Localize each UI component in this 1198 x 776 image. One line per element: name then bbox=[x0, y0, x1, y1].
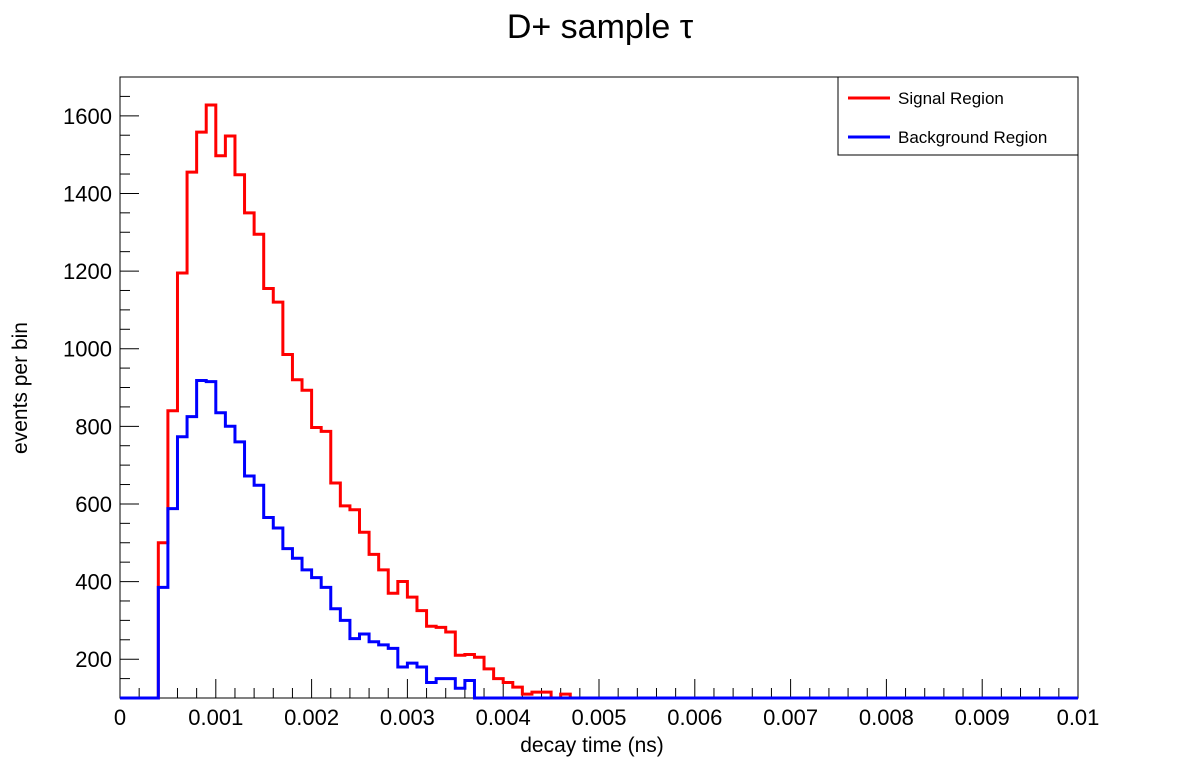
x-axis-tick-labels: 0 0.001 0.002 0.003 0.004 0.005 0.006 0.007 0.00… bbox=[114, 705, 1100, 730]
legend-signal-label: Signal Region bbox=[898, 89, 1004, 108]
x-axis-title: decay time (ns) bbox=[520, 734, 664, 757]
histogram-series bbox=[120, 103, 1078, 700]
x-tick-label: 0.001 bbox=[188, 705, 243, 730]
plot-frame bbox=[119, 76, 1079, 699]
x-tick-label: 0.005 bbox=[571, 705, 626, 730]
y-tick-label: 1000 bbox=[63, 337, 112, 362]
y-tick-label: 1600 bbox=[63, 104, 112, 129]
y-axis-tick-labels: 200 400 600 800 1000 1200 1400 1600 bbox=[63, 104, 112, 672]
y-tick-label: 800 bbox=[75, 414, 112, 439]
y-tick-label: 200 bbox=[75, 647, 112, 672]
legend: Signal Region Background Region bbox=[837, 76, 1079, 156]
legend-background-label: Background Region bbox=[898, 128, 1047, 147]
y-tick-label: 600 bbox=[75, 492, 112, 517]
x-tick-label: 0.007 bbox=[763, 705, 818, 730]
x-tick-label: 0.002 bbox=[284, 705, 339, 730]
axis-ticks bbox=[119, 76, 1079, 699]
background-region-series bbox=[120, 379, 1078, 700]
x-tick-label: 0.003 bbox=[380, 705, 435, 730]
x-tick-label: 0.006 bbox=[667, 705, 722, 730]
y-axis-title: events per bin bbox=[9, 322, 32, 454]
x-tick-label: 0.004 bbox=[476, 705, 531, 730]
x-tick-label: 0.01 bbox=[1057, 705, 1100, 730]
x-tick-label: 0.009 bbox=[955, 705, 1010, 730]
x-tick-label: 0 bbox=[114, 705, 126, 730]
y-tick-label: 1200 bbox=[63, 259, 112, 284]
x-tick-label: 0.008 bbox=[859, 705, 914, 730]
chart-title: D+ sample τ bbox=[507, 8, 694, 46]
legend-box bbox=[837, 76, 1079, 156]
y-tick-label: 400 bbox=[75, 570, 112, 595]
y-tick-label: 1400 bbox=[63, 181, 112, 206]
